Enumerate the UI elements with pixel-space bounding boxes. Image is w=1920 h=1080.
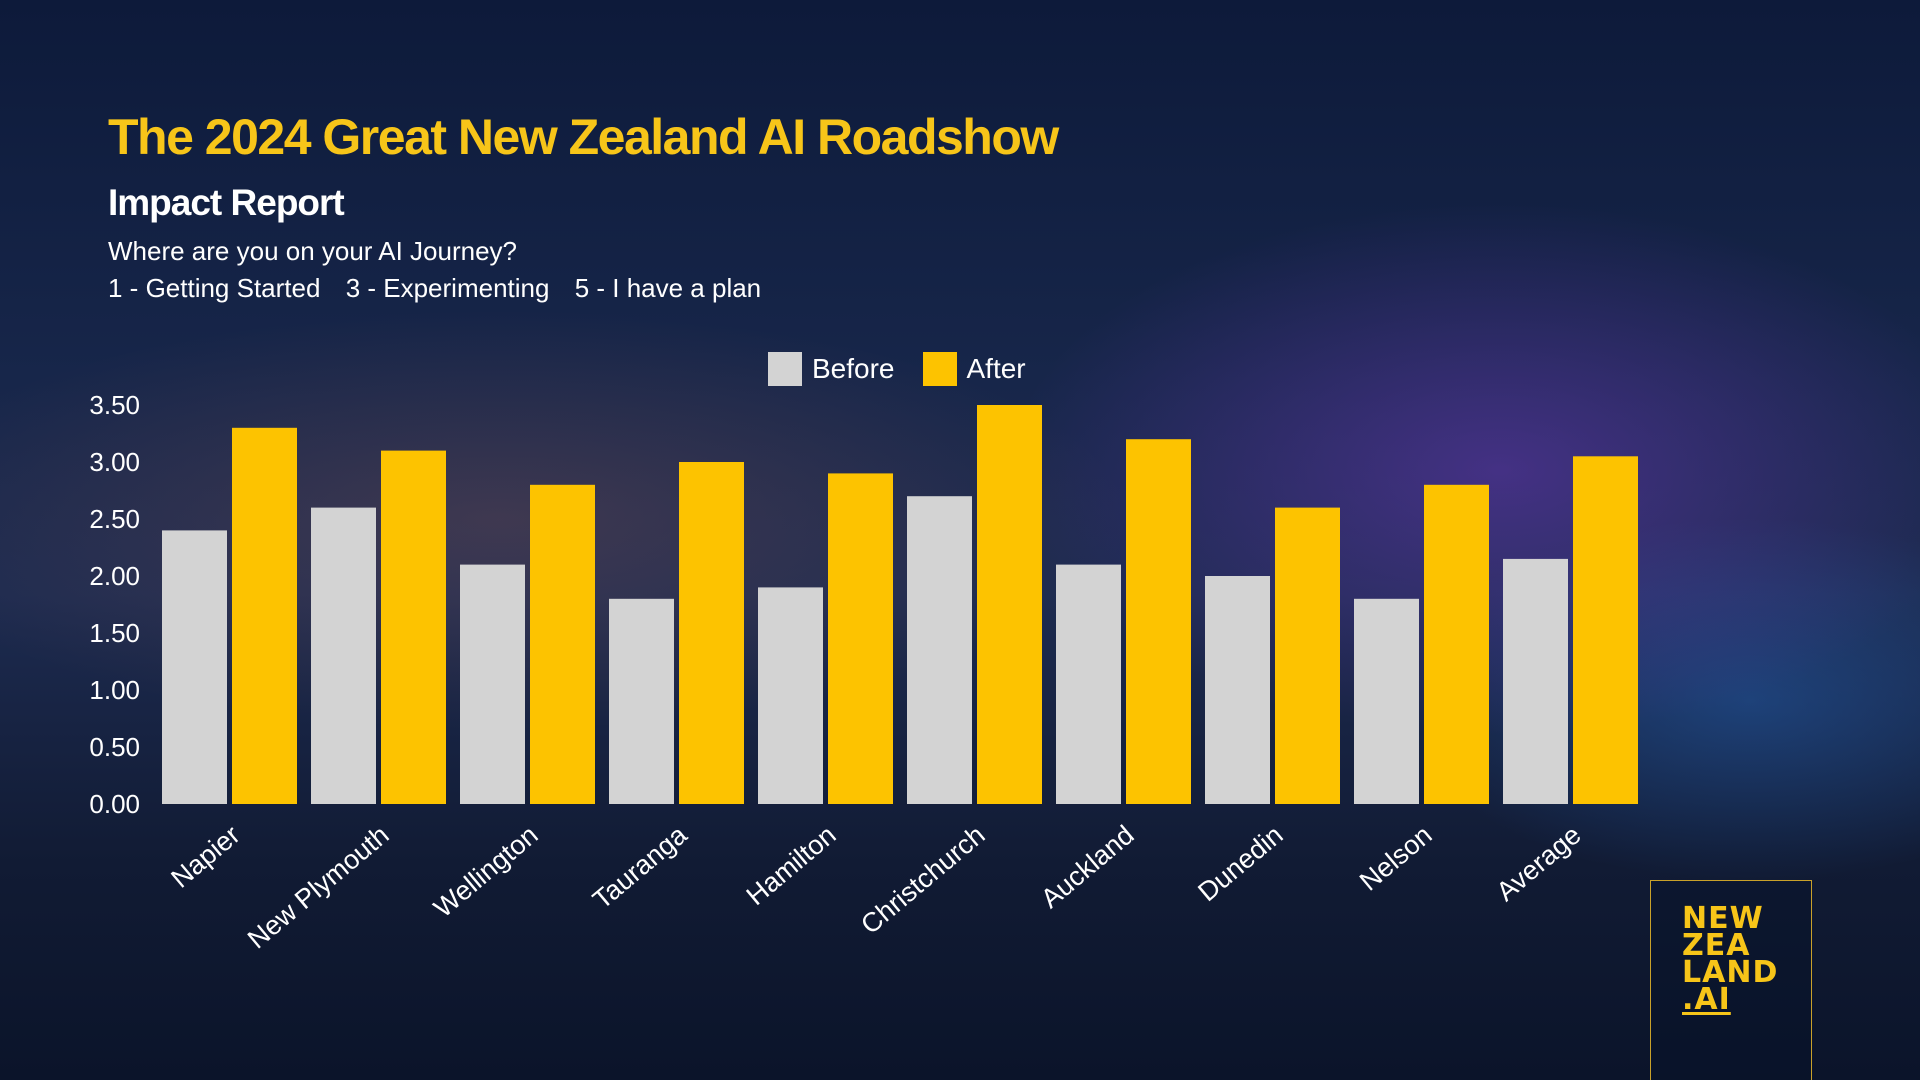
x-tick-label: Hamilton <box>741 820 842 911</box>
bar-after-hamilton <box>828 473 893 804</box>
bar-after-new-plymouth <box>381 450 446 804</box>
bar-after-auckland <box>1126 439 1191 804</box>
y-tick-label: 1.00 <box>89 675 140 705</box>
bar-before-new-plymouth <box>311 507 376 804</box>
page-subtitle: Impact Report <box>108 182 345 223</box>
bar-after-nelson <box>1424 484 1489 804</box>
bar-after-christchurch <box>977 405 1042 804</box>
x-tick-label: Dunedin <box>1192 820 1288 908</box>
bar-after-average <box>1573 456 1638 804</box>
page-title: The 2024 Great New Zealand AI Roadshow <box>108 109 1059 165</box>
y-tick-label: 1.50 <box>89 618 140 648</box>
bar-before-nelson <box>1354 598 1419 804</box>
y-tick-label: 2.50 <box>89 504 140 534</box>
x-tick-label: Auckland <box>1035 820 1139 914</box>
legend-label-before: Before <box>812 353 895 384</box>
bar-before-christchurch <box>907 496 972 804</box>
x-tick-label: New Plymouth <box>242 820 395 955</box>
y-tick-label: 0.00 <box>89 789 140 819</box>
logo: NEW ZEA LAND .AI <box>1650 880 1812 1080</box>
bar-before-tauranga <box>609 598 674 804</box>
bar-before-wellington <box>460 564 525 804</box>
x-tick-label: Wellington <box>428 820 543 924</box>
legend-item-after: After <box>922 352 1026 386</box>
legend-swatch-before <box>768 352 802 386</box>
logo-line-4: .AI <box>1682 982 1731 1017</box>
logo-line-3: LAND <box>1682 955 1779 990</box>
bar-before-hamilton <box>758 587 823 804</box>
logo-line-2: ZEA <box>1682 928 1751 963</box>
y-tick-label: 0.50 <box>89 732 140 762</box>
bar-before-dunedin <box>1205 576 1270 804</box>
logo-text: NEW ZEA LAND .AI <box>1682 901 1779 1017</box>
bar-after-dunedin <box>1275 507 1340 804</box>
bar-after-wellington <box>530 484 595 804</box>
y-tick-label: 2.00 <box>89 561 140 591</box>
x-tick-label: Nelson <box>1354 820 1438 897</box>
legend-item-before: Before <box>768 352 895 386</box>
x-tick-label: Napier <box>165 820 245 894</box>
chart-legend: Before After <box>768 352 1054 386</box>
legend-label-after: After <box>966 353 1026 384</box>
legend-swatch-after <box>922 352 957 386</box>
bar-before-napier <box>162 530 227 804</box>
scale-item-5: 5 - I have a plan <box>574 273 762 303</box>
bar-before-average <box>1503 558 1568 804</box>
x-tick-label: Christchurch <box>855 820 990 940</box>
survey-question: Where are you on your AI Journey? <box>108 236 518 266</box>
scale-description: 1 - Getting Started 3 - Experimenting 5 … <box>108 273 779 304</box>
x-tick-label: Tauranga <box>587 819 693 915</box>
bar-before-auckland <box>1056 564 1121 804</box>
x-tick-label: Average <box>1491 820 1587 907</box>
y-tick-label: 3.00 <box>89 447 140 477</box>
bar-after-napier <box>232 427 297 804</box>
scale-item-1: 1 - Getting Started <box>108 273 321 303</box>
y-tick-label: 3.50 <box>89 390 140 420</box>
logo-line-1: NEW <box>1682 901 1764 936</box>
bar-after-tauranga <box>679 462 744 804</box>
scale-item-3: 3 - Experimenting <box>345 273 550 303</box>
